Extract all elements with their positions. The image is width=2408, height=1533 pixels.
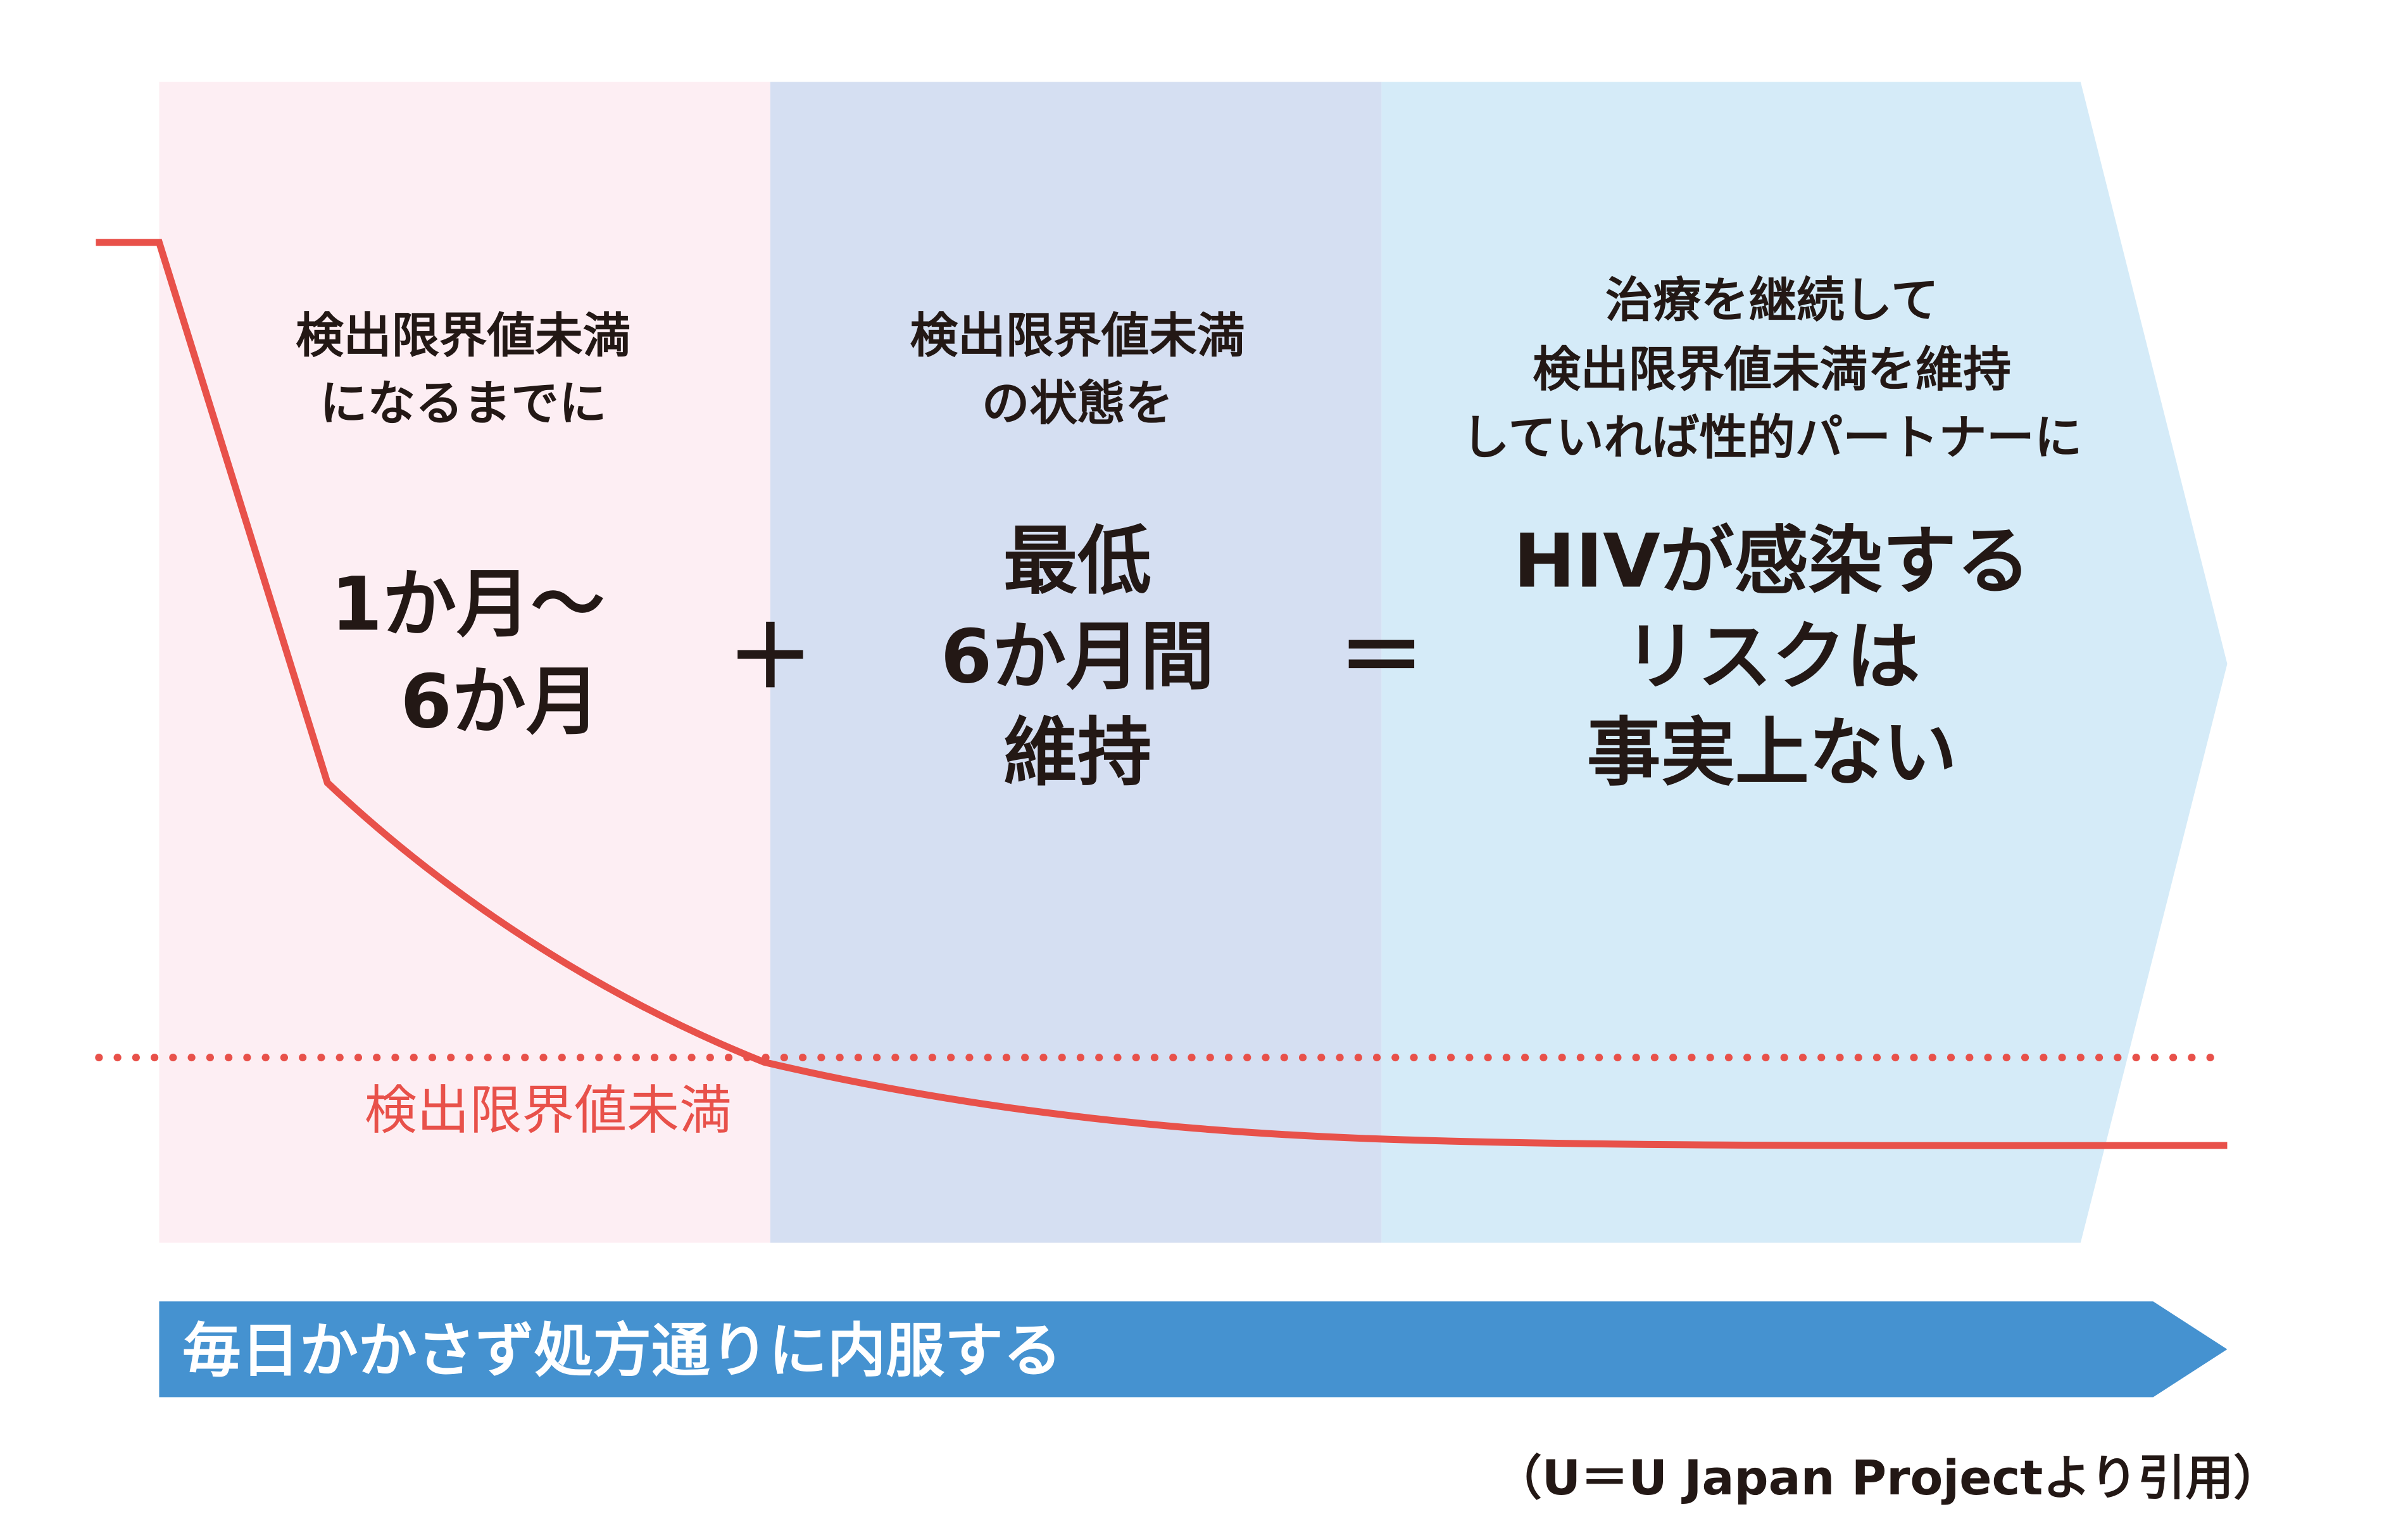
phase2-caption-line2: の状態を: [982, 375, 1173, 431]
phase3-caption-line1: 治療を継続して: [1605, 272, 1939, 328]
phase2-caption-line1: 検出限界値未満: [910, 308, 1245, 363]
threshold-label: 検出限界値未満: [365, 1080, 732, 1141]
phase1-text: 検出限界値未満 になるまでに 1か月〜 6か月: [296, 308, 630, 745]
phase3-highlight-line1: HIVが感染する: [1514, 517, 2031, 604]
phase2-highlight-line2: 6か月間: [941, 614, 1214, 700]
phase1-caption-line1: 検出限界値未満: [296, 308, 630, 363]
citation: （U＝U Japan Projectより引用）: [1494, 1450, 2281, 1506]
phase1-background: [159, 82, 770, 1243]
plus-sign: ＋: [727, 607, 814, 708]
phase2-background: [770, 82, 1382, 1243]
phase3-highlight-line3: 事実上ない: [1587, 709, 1957, 796]
equals-sign: ＝: [1338, 607, 1425, 708]
phase2-highlight-line1: 最低: [1003, 517, 1151, 604]
phase3-highlight-line2: リスクは: [1624, 614, 1920, 700]
treatment-arrow-bar: [159, 1301, 2228, 1397]
phase3-arrow-background: [1381, 82, 2228, 1243]
phase2-text: 検出限界値未満 の状態を 最低 6か月間 維持: [910, 308, 1245, 796]
phase1-caption-line2: になるまでに: [320, 375, 606, 431]
phase3-caption-line2: 検出限界値未満を維持: [1533, 342, 2011, 398]
phase3-caption-line3: していれば性的パートナーに: [1462, 410, 2082, 465]
phase1-highlight-line1: 1か月〜: [331, 561, 605, 648]
treatment-bar-label: 毎日かかさず処方通りに内服する: [182, 1316, 1062, 1385]
viral-load-curve: [96, 239, 2228, 1149]
phase2-highlight-line3: 維持: [1003, 709, 1151, 796]
phase1-highlight-line2: 6か月: [401, 658, 600, 745]
phase3-text: 治療を継続して 検出限界値未満を維持 していれば性的パートナーに HIVが感染す…: [1462, 272, 2082, 796]
